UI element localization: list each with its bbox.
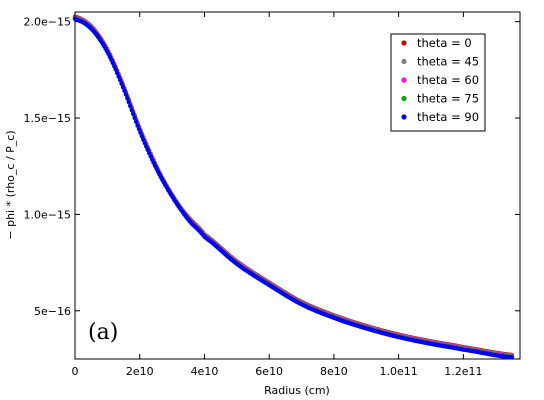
data-point [126, 99, 132, 105]
data-point [113, 67, 118, 72]
series-layer [72, 14, 515, 360]
legend-marker [401, 40, 407, 46]
legend-marker [401, 95, 407, 102]
x-tick-label: 6e10 [255, 365, 283, 378]
legend-label: theta = 75 [417, 92, 479, 106]
x-tick-label: 8e10 [320, 365, 348, 378]
data-point [509, 355, 515, 360]
data-point [133, 119, 139, 124]
y-tick-label: 5e−16 [34, 305, 71, 318]
data-point [138, 130, 143, 135]
data-point [128, 103, 133, 109]
data-point [123, 92, 129, 97]
legend-box [390, 33, 486, 132]
x-tick-label: 0 [72, 365, 79, 378]
data-point [112, 64, 117, 69]
x-tick-label: 2e10 [126, 365, 154, 378]
data-point [144, 144, 149, 149]
data-point [115, 70, 120, 76]
data-point [142, 141, 148, 146]
data-point [129, 107, 134, 113]
y-axis-title: − phi * (rho_c / P_c) [4, 130, 17, 239]
x-axis-title: Radius (cm) [264, 384, 330, 397]
legend-label: theta = 60 [417, 73, 479, 87]
data-point [135, 123, 140, 128]
data-point [125, 96, 130, 101]
legend-items: theta = 0 theta = 45 theta = 60 theta = 75 t… [401, 36, 479, 124]
axis-ticks: 0 2e10 4e10 6e10 8e10 1.0e11 1.2e11 5e−16 1.0e−1… [24, 12, 520, 378]
legend-marker [401, 58, 407, 65]
y-tick-label: 2.0e−15 [24, 16, 71, 29]
panel-label: (a) [88, 320, 118, 345]
legend-label: theta = 90 [417, 110, 479, 124]
legend-label: theta = 0 [417, 36, 472, 50]
legend-marker [401, 114, 407, 120]
data-point [119, 81, 124, 86]
legend-marker [401, 77, 407, 83]
legend-label: theta = 45 [417, 55, 479, 69]
data-point [116, 74, 121, 79]
data-point [122, 88, 127, 93]
data-point [117, 77, 123, 83]
x-tick-label: 1.0e11 [380, 365, 418, 378]
data-point [120, 84, 126, 90]
legend: theta = 0 theta = 45 theta = 60 theta = 75 t… [390, 33, 486, 132]
x-tick-label: 1.2e11 [444, 365, 482, 378]
data-point [136, 127, 142, 132]
data-point [145, 147, 151, 153]
data-point [131, 111, 136, 117]
y-tick-label: 1.5e−15 [24, 112, 71, 125]
y-tick-label: 1.0e−15 [24, 208, 71, 221]
data-point [141, 137, 146, 142]
x-tick-label: 4e10 [191, 365, 219, 378]
series-theta-90 [72, 16, 515, 360]
data-point [132, 115, 137, 121]
data-point [139, 134, 145, 139]
